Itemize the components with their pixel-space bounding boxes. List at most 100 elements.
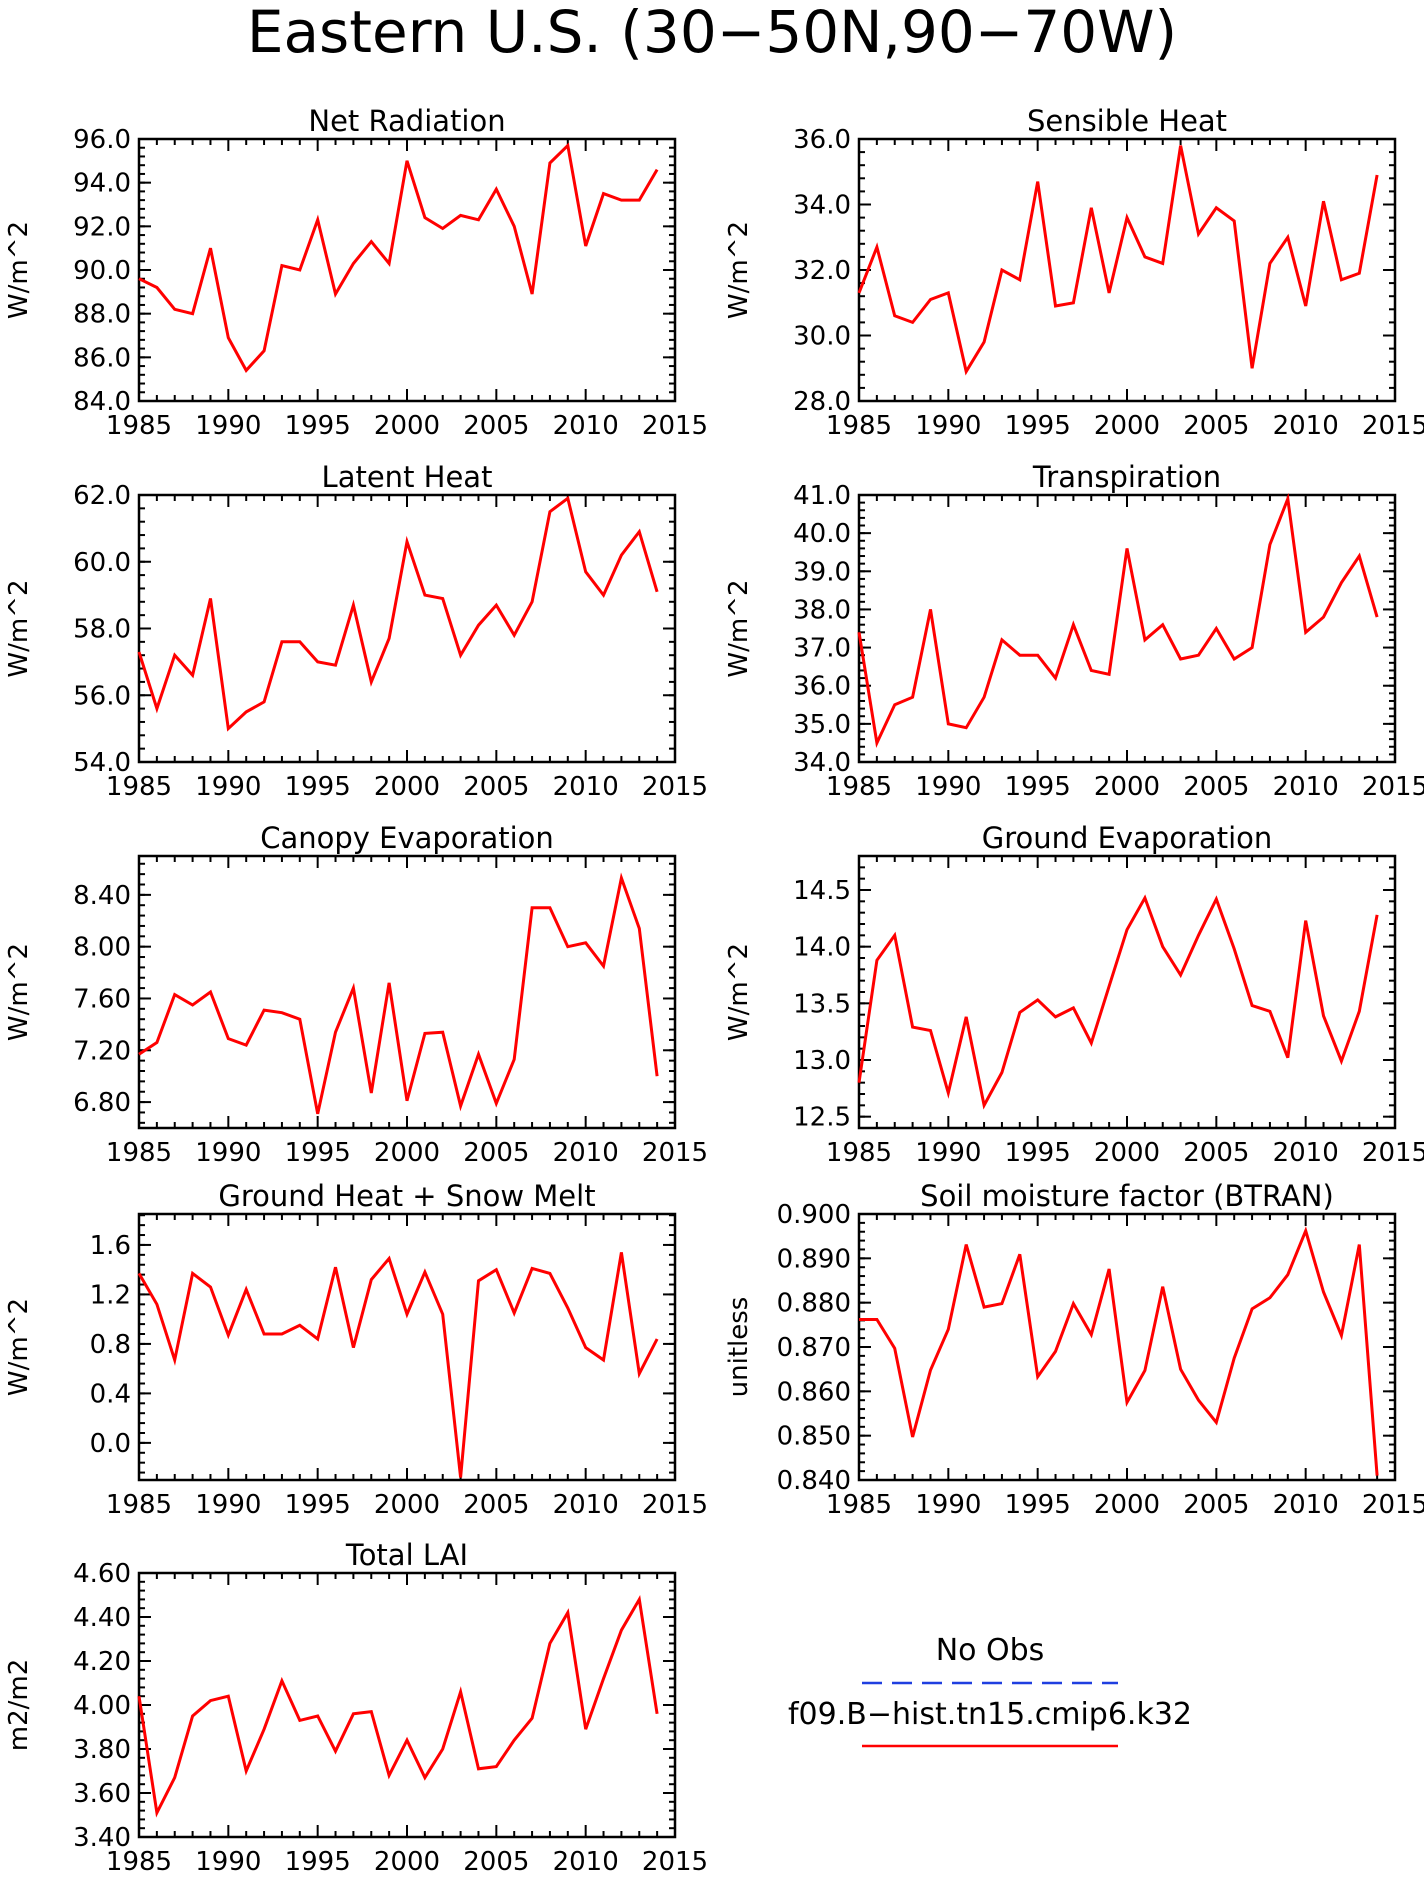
chart-panel: Total LAI m2/m2 1985 1990 1995 2000 2005 2010 20…	[4, 1538, 708, 1877]
x-tick-label: 2015	[1362, 1490, 1424, 1520]
x-tick-label: 2015	[642, 772, 708, 802]
y-tick-label: 1.6	[90, 1231, 131, 1261]
panel-title: Transpiration	[1032, 460, 1221, 494]
x-tick-label: 2000	[374, 772, 440, 802]
x-tick-label: 2005	[1183, 1138, 1249, 1168]
x-tick-label: 2005	[1183, 772, 1249, 802]
chart-panel: Ground Heat + Snow Melt W/m^2 1985 1990 1995…	[4, 1179, 708, 1520]
y-axis-label: W/m^2	[4, 579, 34, 677]
x-tick-label: 1990	[195, 1490, 261, 1520]
y-tick-label: 0.4	[90, 1379, 131, 1409]
x-tick-label: 2000	[374, 411, 440, 441]
plot-frame	[857, 854, 1397, 1130]
y-axis-label: W/m^2	[4, 943, 34, 1041]
y-tick-label: 0.870	[777, 1333, 851, 1363]
x-tick-label: 2005	[463, 411, 529, 441]
x-tick-label: 2000	[1094, 772, 1160, 802]
x-tick-label: 1990	[915, 1490, 981, 1520]
x-tick-label: 2005	[463, 772, 529, 802]
y-tick-label: 7.60	[73, 984, 131, 1014]
x-tick-label: 1985	[106, 772, 172, 802]
x-tick-label: 1995	[285, 1847, 351, 1877]
y-axis-label: unitless	[724, 1297, 754, 1398]
x-tick-label: 1985	[106, 411, 172, 441]
y-tick-label: 56.0	[73, 681, 131, 711]
y-tick-label: 36.0	[793, 125, 851, 155]
x-tick-label: 1990	[915, 411, 981, 441]
y-tick-label: 4.60	[73, 1559, 131, 1589]
x-tick-label: 2010	[1273, 772, 1339, 802]
y-tick-label: 3.40	[73, 1823, 131, 1853]
panel-title: Ground Evaporation	[982, 821, 1273, 855]
x-tick-label: 2010	[1273, 1490, 1339, 1520]
x-tick-label: 2010	[553, 1490, 619, 1520]
x-tick-label: 1990	[195, 411, 261, 441]
y-tick-label: 8.00	[73, 933, 131, 963]
x-tick-label: 2015	[1362, 1138, 1424, 1168]
y-tick-label: 13.5	[793, 989, 851, 1019]
y-tick-label: 30.0	[793, 322, 851, 352]
y-tick-label: 4.00	[73, 1691, 131, 1721]
panel-title: Soil moisture factor (BTRAN)	[920, 1179, 1334, 1213]
x-tick-label: 1995	[1005, 1490, 1071, 1520]
chart-panel: Net Radiation W/m^2 1985 1990 1995 2000 2005 20…	[4, 104, 708, 441]
panel-title: Canopy Evaporation	[260, 821, 554, 855]
x-tick-label: 2000	[374, 1490, 440, 1520]
x-tick-label: 1995	[285, 772, 351, 802]
x-tick-label: 2000	[1094, 1138, 1160, 1168]
y-axis-label: W/m^2	[4, 221, 34, 319]
y-tick-label: 37.0	[793, 634, 851, 664]
plot-frame	[137, 137, 677, 403]
x-tick-label: 2015	[642, 1847, 708, 1877]
x-tick-label: 1990	[195, 1847, 261, 1877]
x-tick-label: 1995	[285, 411, 351, 441]
panel-title: Latent Heat	[322, 460, 493, 494]
y-tick-label: 3.80	[73, 1735, 131, 1765]
x-tick-label: 2015	[642, 411, 708, 441]
x-tick-label: 1995	[1005, 411, 1071, 441]
y-axis-label: W/m^2	[724, 943, 754, 1041]
y-tick-label: 8.40	[73, 881, 131, 911]
series-line	[859, 1226, 1379, 1476]
y-tick-label: 0.8	[90, 1330, 131, 1360]
series-line	[137, 1252, 659, 1478]
chart-panel: Canopy Evaporation W/m^2 1985 1990 1995 2000 2…	[4, 821, 708, 1168]
x-tick-label: 2005	[1183, 411, 1249, 441]
x-tick-label: 2000	[374, 1847, 440, 1877]
legend-obs-label: No Obs	[936, 1633, 1045, 1668]
y-tick-label: 0.0	[90, 1429, 131, 1459]
y-tick-label: 36.0	[793, 672, 851, 702]
y-axis-label: W/m^2	[724, 579, 754, 677]
series-line	[137, 1594, 659, 1818]
x-tick-label: 2000	[1094, 1490, 1160, 1520]
y-tick-label: 14.0	[793, 933, 851, 963]
y-tick-label: 58.0	[73, 615, 131, 645]
chart-panel: Soil moisture factor (BTRAN) unitless 1985…	[724, 1179, 1424, 1520]
y-tick-label: 39.0	[793, 557, 851, 587]
x-tick-label: 2005	[1183, 1490, 1249, 1520]
x-tick-label: 2000	[1094, 411, 1160, 441]
series-line	[138, 872, 659, 1115]
series-line	[857, 894, 1379, 1110]
chart-panels: Net Radiation W/m^2 1985 1990 1995 2000 2005 20…	[4, 104, 1424, 1877]
x-tick-label: 1990	[915, 1138, 981, 1168]
y-tick-label: 60.0	[73, 548, 131, 578]
x-tick-label: 2015	[642, 1138, 708, 1168]
legend: No Obs f09.B−hist.tn15.cmip6.k32	[788, 1633, 1192, 1748]
y-tick-label: 62.0	[73, 481, 131, 511]
y-tick-label: 28.0	[793, 387, 851, 417]
y-tick-label: 0.880	[777, 1289, 851, 1319]
y-tick-label: 90.0	[73, 256, 131, 286]
x-tick-label: 2010	[553, 1138, 619, 1168]
y-tick-label: 94.0	[73, 169, 131, 199]
y-tick-label: 84.0	[73, 387, 131, 417]
y-tick-label: 32.0	[793, 256, 851, 286]
x-tick-label: 1985	[826, 772, 892, 802]
x-tick-label: 1990	[195, 1138, 261, 1168]
y-tick-label: 96.0	[73, 125, 131, 155]
x-tick-label: 1985	[106, 1138, 172, 1168]
chart-panel: Transpiration W/m^2 1985 1990 1995 2000 2005 20…	[724, 460, 1424, 802]
y-tick-label: 1.2	[90, 1280, 131, 1310]
x-tick-label: 2015	[1362, 411, 1424, 441]
plot-frame	[857, 137, 1397, 403]
